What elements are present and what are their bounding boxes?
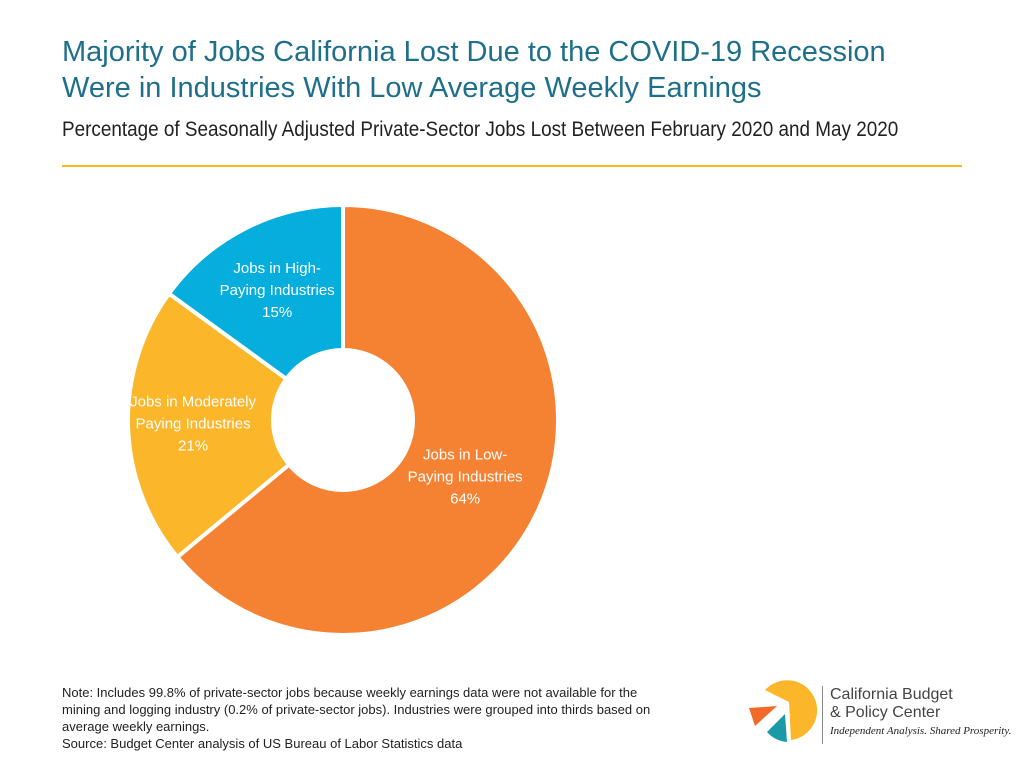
slice-category-label: Jobs in Low- [423,446,507,463]
slice-label-1: Jobs in Moderately Paying Industries 21% [130,394,256,455]
slice-category-label: Paying Industries [136,416,251,433]
logo: California Budget & Policy Center Indepe… [745,680,1015,750]
slice-category-label: Paying Industries [408,468,523,485]
slice-value-label: 21% [178,438,208,455]
slice-0 [174,202,560,637]
slice-2 [166,202,345,382]
slice-value-label: 15% [262,304,292,321]
slice-category-label: Paying Industries [220,282,335,299]
slice-label-0: Jobs in Low- Paying Industries 64% [408,446,523,507]
logo-tagline: Independent Analysis. Shared Prosperity. [830,725,1012,737]
source-text: Source: Budget Center analysis of US Bur… [62,736,463,751]
slice-label-2: Jobs in High- Paying Industries 15% [220,260,335,321]
footnote: Note: Includes 99.8% of private-sector j… [62,684,732,752]
slice-value-label: 64% [450,490,480,507]
slice-category-label: Jobs in Moderately [130,394,256,411]
chart-subtitle: Percentage of Seasonally Adjusted Privat… [62,118,899,141]
chart-title: Majority of Jobs California Lost Due to … [62,36,886,104]
logo-divider [822,686,823,744]
divider [62,165,962,167]
logo-name: California Budget & Policy Center [830,686,953,721]
slice-1 [126,290,292,560]
slice-category-label: Jobs in High- [233,260,321,277]
logo-mark-icon [749,680,818,742]
